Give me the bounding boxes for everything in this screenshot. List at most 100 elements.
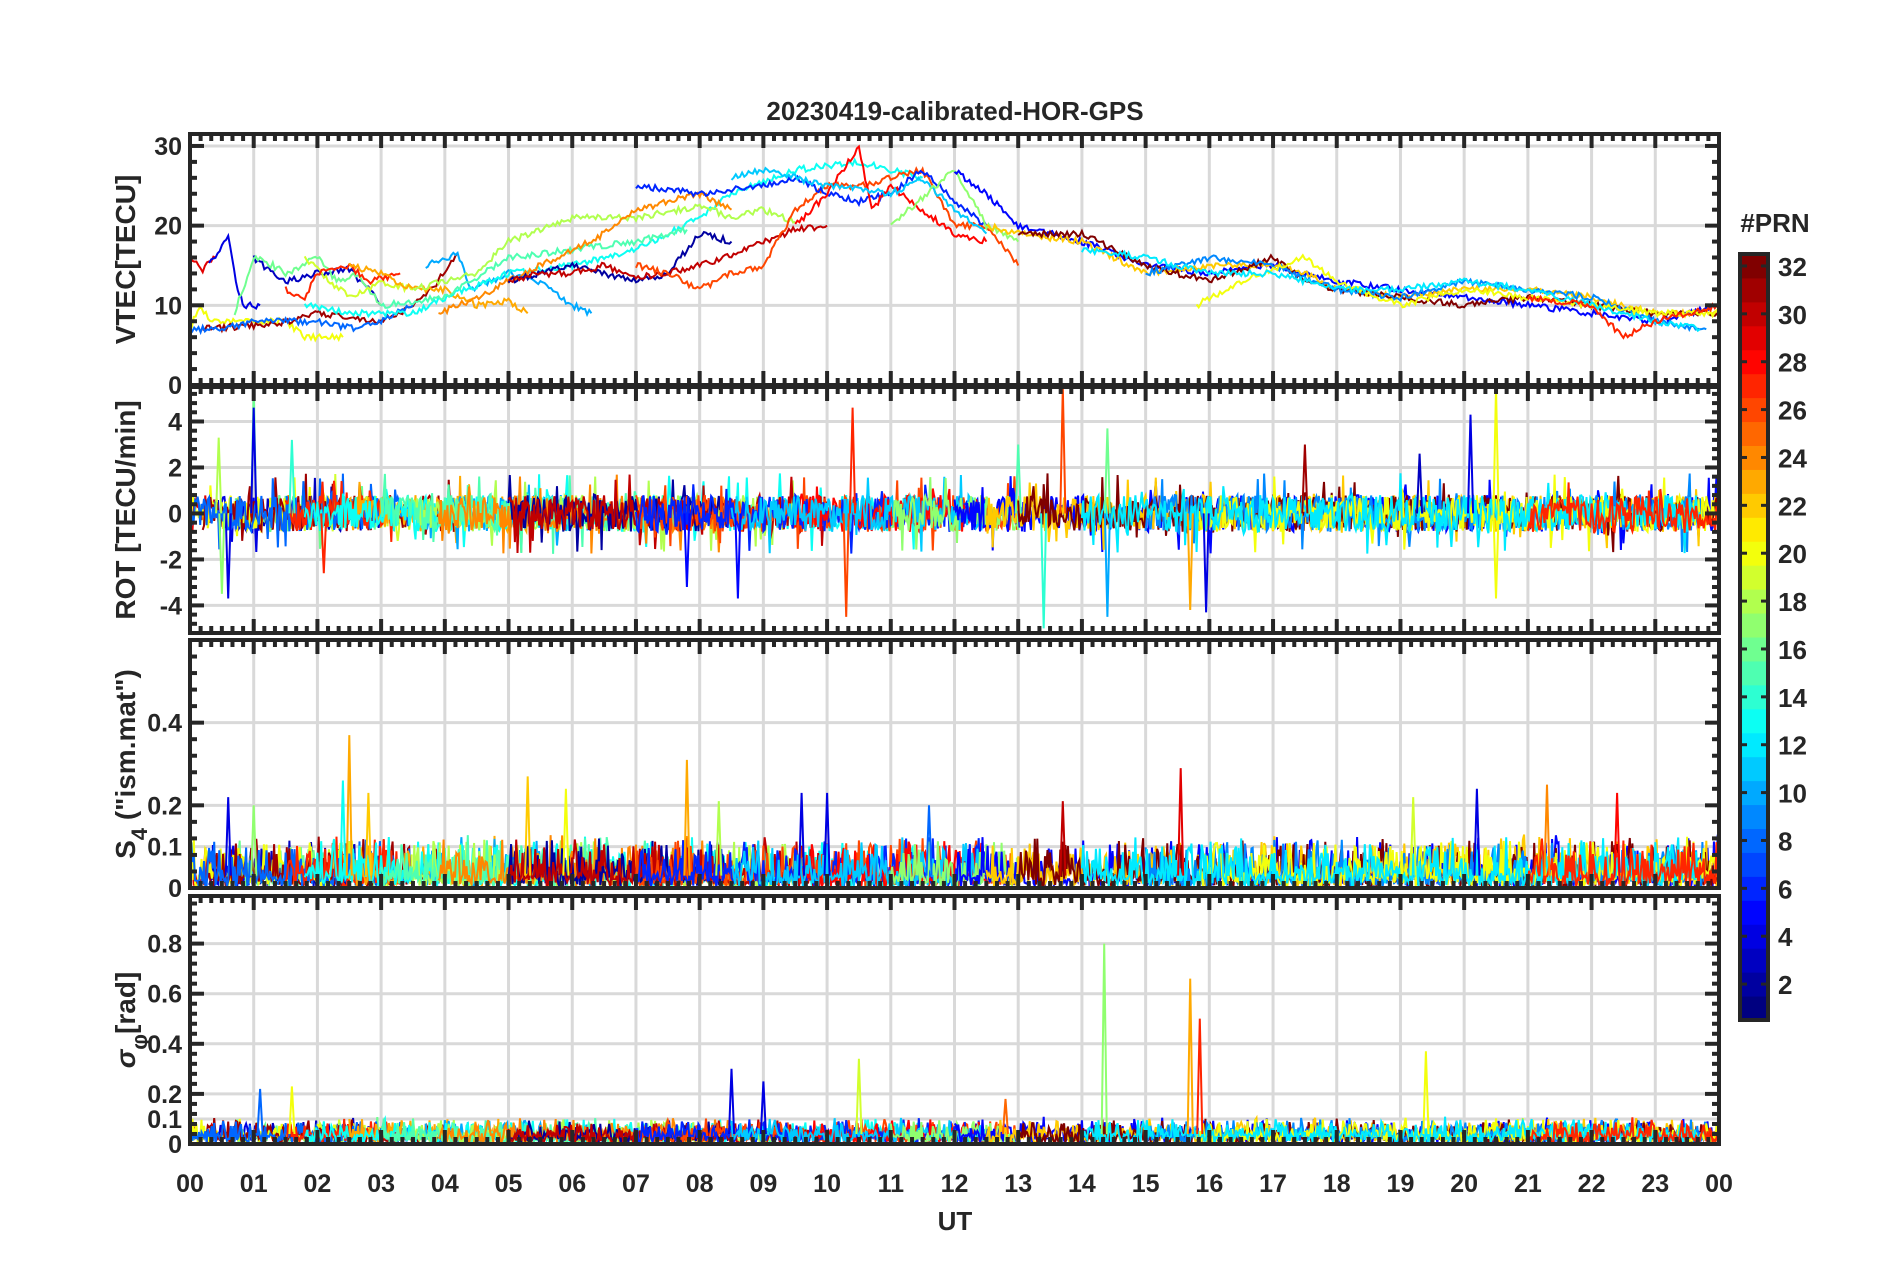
x-tick-label: 19	[1387, 1170, 1415, 1198]
x-tick-label: 15	[1132, 1170, 1160, 1198]
colorbar-segment	[1740, 565, 1768, 590]
y-tick-label: 0.1	[147, 1106, 182, 1134]
trace-prn-5	[953, 169, 1719, 325]
y-tick-label: 0.4	[147, 710, 182, 738]
spike-prn-10	[1103, 513, 1111, 617]
spike-prn-27	[320, 513, 328, 574]
x-tick-label: 14	[1068, 1170, 1096, 1198]
axes-frame	[188, 385, 1721, 635]
y-tick-label: -4	[160, 592, 182, 620]
spike-prn-24	[1543, 784, 1551, 876]
spike-prn-19	[1409, 797, 1417, 876]
spike-prn-28	[1613, 792, 1621, 876]
spike-prn-22	[364, 792, 372, 876]
spike-prn-5	[683, 513, 691, 588]
trace-prn-19	[303, 255, 414, 298]
colorbar-segment	[1740, 421, 1768, 446]
colorbar-segment	[1740, 708, 1768, 734]
spike-prn-19	[855, 1058, 863, 1135]
spike-prn-4	[759, 1081, 767, 1135]
x-tick-label: 04	[431, 1170, 459, 1198]
spike-prn-27	[849, 407, 857, 514]
trace-prn-23	[348, 262, 529, 314]
spike-prn-5	[734, 513, 742, 599]
y-tick-label: 0.4	[147, 1031, 182, 1059]
trace-prn-27	[1526, 1117, 1719, 1144]
trace-prn-12	[1081, 247, 1701, 333]
trace-prn-11	[730, 1117, 988, 1144]
y-tick-label: 0.8	[147, 931, 182, 959]
spike-prn-17	[1100, 943, 1108, 1135]
x-tick-label: 23	[1641, 1170, 1669, 1198]
spike-prn-17	[218, 513, 226, 594]
panel-s4: 00.10.20.4S4 ("ism.mat")	[110, 638, 1721, 903]
trace-prn-26	[635, 166, 1020, 290]
colorbar-tick-label: 16	[1778, 635, 1807, 665]
x-tick-label: 01	[240, 1170, 268, 1198]
spike-prn-18	[215, 437, 223, 514]
trace-prn-2	[507, 230, 733, 284]
axes-frame	[188, 638, 1721, 890]
y-tick-label: -2	[160, 546, 182, 574]
colorbar-tick-label: 18	[1778, 587, 1807, 617]
trace-prn-27	[1527, 294, 1719, 340]
colorbar-segment	[1740, 804, 1768, 829]
colorbar-segment	[1740, 373, 1768, 399]
spike-prn-4	[1202, 513, 1210, 613]
y-tick-label: 0.2	[147, 1081, 182, 1109]
spike-prn-4	[250, 407, 258, 514]
spike-prn-4	[728, 1068, 736, 1135]
spike-prn-18	[715, 801, 723, 876]
spike-prn-16	[1103, 428, 1111, 514]
spike-prn-8	[925, 805, 933, 876]
spike-prn-23	[1186, 978, 1194, 1135]
colorbar-tick-label: 20	[1778, 539, 1807, 569]
colorbar-segment	[1740, 948, 1768, 973]
trace-prn-15	[380, 225, 688, 309]
x-tick-label: 11	[878, 1170, 905, 1198]
y-axis-label: VTEC[TECU]	[110, 175, 141, 345]
x-tick-label: 21	[1514, 1170, 1542, 1198]
trace-prn-17	[890, 477, 1020, 551]
spike-prn-26	[1059, 387, 1067, 514]
colorbar-label: #PRN	[1740, 208, 1809, 238]
x-tick-label: 00	[1705, 1170, 1733, 1198]
spike-prn-29	[1177, 768, 1185, 876]
colorbar-tick-label: 8	[1778, 826, 1792, 856]
x-tick-label: 03	[367, 1170, 395, 1198]
axes-frame	[188, 894, 1721, 1146]
trace-prn-27	[284, 263, 401, 302]
colorbar-tick-label: 24	[1778, 443, 1807, 473]
spike-prn-4	[224, 513, 232, 599]
y-tick-label: 0	[168, 500, 182, 528]
spike-prn-30	[1059, 801, 1067, 876]
x-tick-label: 08	[686, 1170, 714, 1198]
x-tick-label: 17	[1259, 1170, 1287, 1198]
colorbar-frame	[1738, 252, 1770, 1022]
y-tick-label: 0	[168, 1131, 182, 1159]
colorbar-tick-label: 30	[1778, 300, 1807, 330]
colorbar-segment	[1740, 900, 1768, 925]
panel-sigma_phi: 00.10.2 0.4 0.6 0.8 σφ[rad]	[110, 894, 1721, 1159]
x-tick-label: 18	[1323, 1170, 1351, 1198]
x-tick-label: 22	[1578, 1170, 1606, 1198]
colorbar-tick-label: 12	[1778, 731, 1807, 761]
trace-prn-13	[303, 157, 924, 319]
spike-prn-20	[288, 1086, 296, 1135]
colorbar-segment	[1740, 325, 1768, 351]
y-tick-label: 0.2	[147, 792, 182, 820]
spike-prn-20	[562, 788, 570, 876]
x-tick-label: 09	[749, 1170, 777, 1198]
trace-prn-28	[794, 144, 988, 245]
colorbar-tick-label: 6	[1778, 874, 1792, 904]
colorbar-tick-label: 14	[1778, 683, 1807, 713]
traces	[190, 144, 1719, 343]
x-tick-label: 00	[176, 1170, 204, 1198]
trace-prn-27	[1526, 482, 1719, 535]
spike-prn-31	[1301, 444, 1309, 514]
x-tick-label: 07	[622, 1170, 650, 1198]
colorbar-tick-label: 32	[1778, 252, 1807, 282]
trace-prn-11	[730, 166, 988, 235]
y-tick-label: 0.6	[147, 981, 182, 1009]
